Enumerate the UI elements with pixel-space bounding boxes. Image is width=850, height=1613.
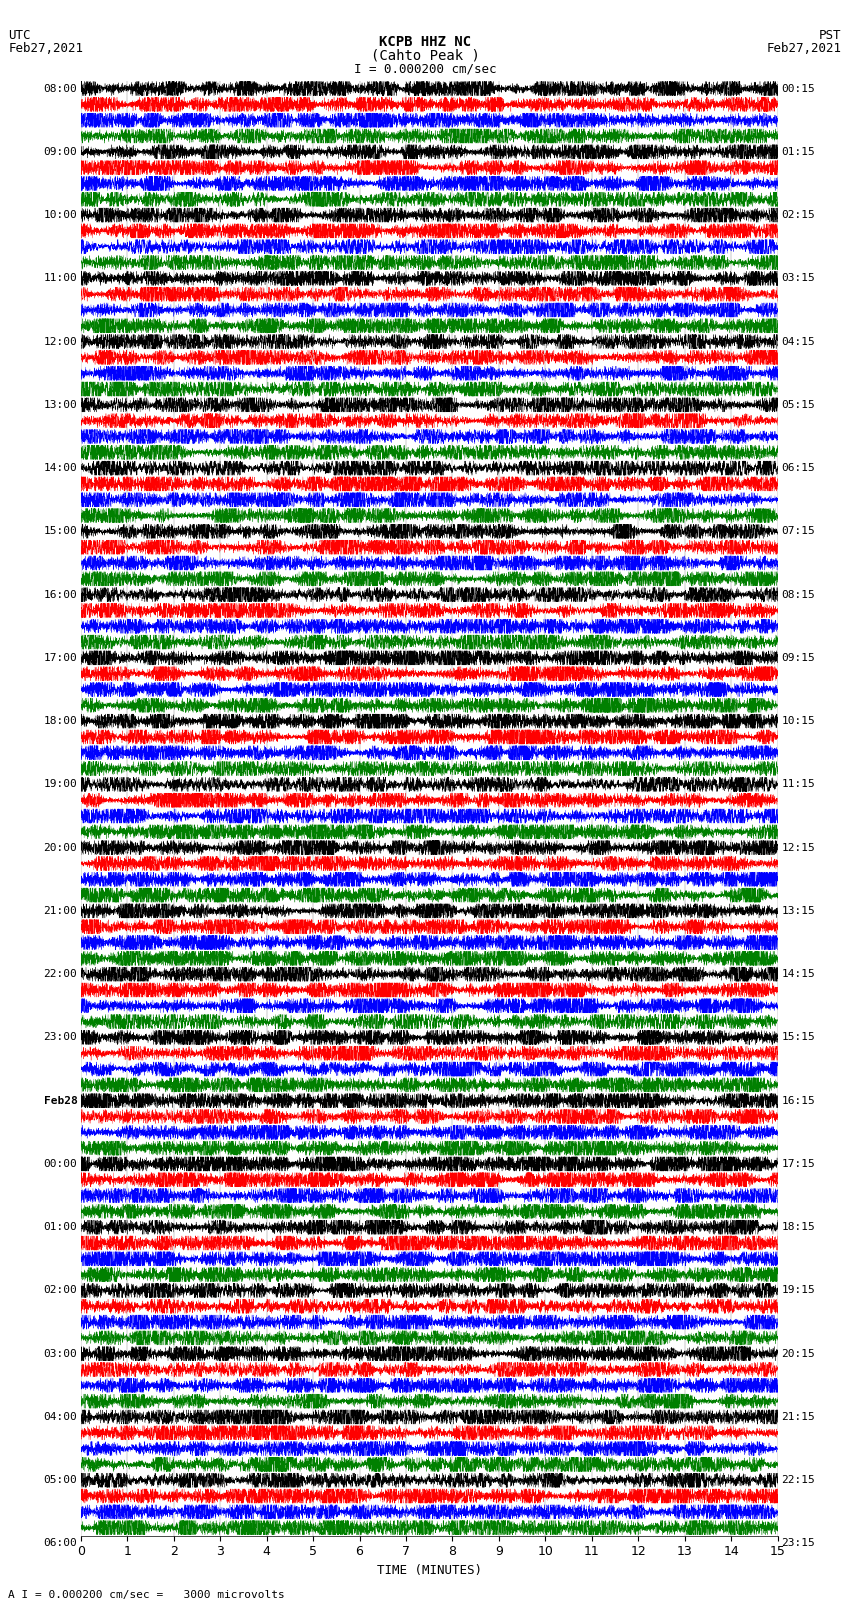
Text: 00:15: 00:15 [781,84,815,94]
Text: 04:00: 04:00 [43,1411,77,1423]
Text: 19:15: 19:15 [781,1286,815,1295]
Text: 00:00: 00:00 [43,1158,77,1169]
Text: 10:15: 10:15 [781,716,815,726]
Text: 08:00: 08:00 [43,84,77,94]
Text: 01:15: 01:15 [781,147,815,156]
Text: I = 0.000200 cm/sec: I = 0.000200 cm/sec [354,63,496,76]
Text: 20:00: 20:00 [43,842,77,853]
Text: UTC: UTC [8,29,31,42]
Text: Feb27,2021: Feb27,2021 [8,42,83,55]
Text: 12:00: 12:00 [43,337,77,347]
Text: 04:15: 04:15 [781,337,815,347]
Text: 13:00: 13:00 [43,400,77,410]
Text: 23:15: 23:15 [781,1539,815,1548]
Text: 07:15: 07:15 [781,526,815,537]
Text: 01:00: 01:00 [43,1223,77,1232]
Text: 13:15: 13:15 [781,907,815,916]
Text: Feb28: Feb28 [43,1095,77,1105]
Text: 11:15: 11:15 [781,779,815,789]
Text: 05:00: 05:00 [43,1476,77,1486]
Text: 03:15: 03:15 [781,273,815,284]
Text: 02:15: 02:15 [781,210,815,219]
Text: 16:00: 16:00 [43,590,77,600]
Text: 16:15: 16:15 [781,1095,815,1105]
Text: (Cahto Peak ): (Cahto Peak ) [371,48,479,63]
Text: 18:00: 18:00 [43,716,77,726]
Text: 22:00: 22:00 [43,969,77,979]
Text: 06:15: 06:15 [781,463,815,473]
X-axis label: TIME (MINUTES): TIME (MINUTES) [377,1565,482,1578]
Text: 19:00: 19:00 [43,779,77,789]
Text: Feb27,2021: Feb27,2021 [767,42,842,55]
Text: 17:15: 17:15 [781,1158,815,1169]
Text: 23:00: 23:00 [43,1032,77,1042]
Text: KCPB HHZ NC: KCPB HHZ NC [379,35,471,50]
Text: 05:15: 05:15 [781,400,815,410]
Text: 17:00: 17:00 [43,653,77,663]
Text: 14:15: 14:15 [781,969,815,979]
Text: 08:15: 08:15 [781,590,815,600]
Text: 11:00: 11:00 [43,273,77,284]
Text: 12:15: 12:15 [781,842,815,853]
Text: 22:15: 22:15 [781,1476,815,1486]
Text: 09:15: 09:15 [781,653,815,663]
Text: 10:00: 10:00 [43,210,77,219]
Text: 21:15: 21:15 [781,1411,815,1423]
Text: 06:00: 06:00 [43,1539,77,1548]
Text: 03:00: 03:00 [43,1348,77,1358]
Text: 20:15: 20:15 [781,1348,815,1358]
Text: 21:00: 21:00 [43,907,77,916]
Text: 18:15: 18:15 [781,1223,815,1232]
Text: PST: PST [819,29,842,42]
Text: 02:00: 02:00 [43,1286,77,1295]
Text: 09:00: 09:00 [43,147,77,156]
Text: A I = 0.000200 cm/sec =   3000 microvolts: A I = 0.000200 cm/sec = 3000 microvolts [8,1590,286,1600]
Text: 15:00: 15:00 [43,526,77,537]
Text: 15:15: 15:15 [781,1032,815,1042]
Text: 14:00: 14:00 [43,463,77,473]
